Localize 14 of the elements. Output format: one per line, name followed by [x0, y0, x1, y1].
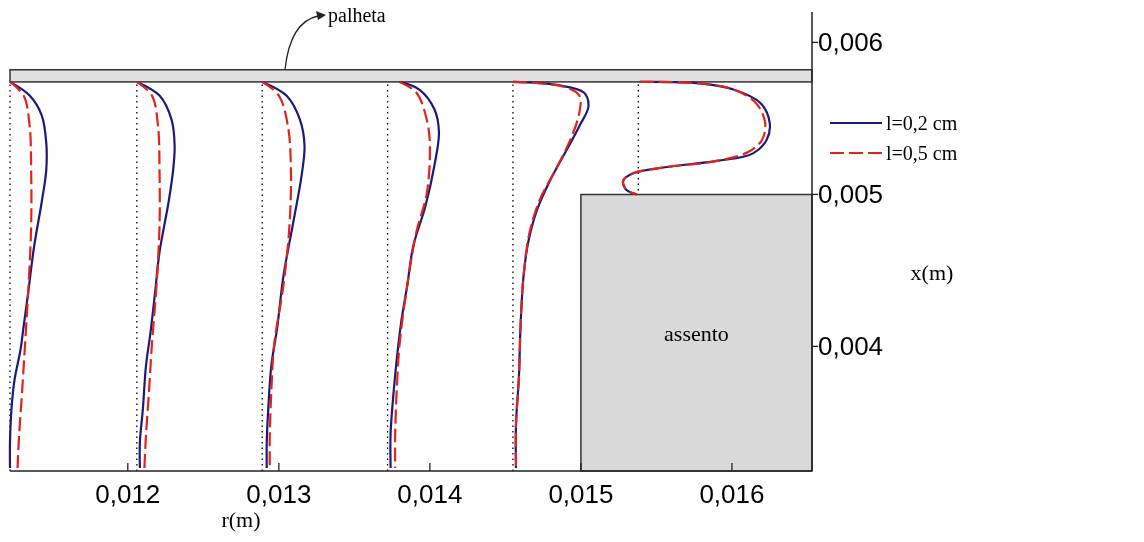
x-tick-label: 0,016 — [699, 479, 765, 509]
y-tick-label: 0,006 — [818, 27, 884, 58]
x-axis-title: r(m) — [221, 507, 261, 532]
x-tick-label: 0,014 — [397, 479, 463, 509]
legend-label: l=0,2 cm — [886, 112, 958, 134]
annotation: assento — [664, 320, 729, 346]
band-label: palheta — [328, 4, 386, 27]
x-tick-label: 0,012 — [95, 479, 161, 509]
y-tick-label: 0,005 — [818, 179, 884, 210]
y-axis-title: x(m) — [910, 260, 954, 285]
x-tick-label: 0,015 — [548, 479, 614, 509]
legend-label: l=0,5 cm — [886, 142, 958, 164]
y-tick-label: 0,004 — [818, 331, 884, 362]
x-tick-label: 0,013 — [246, 479, 312, 509]
